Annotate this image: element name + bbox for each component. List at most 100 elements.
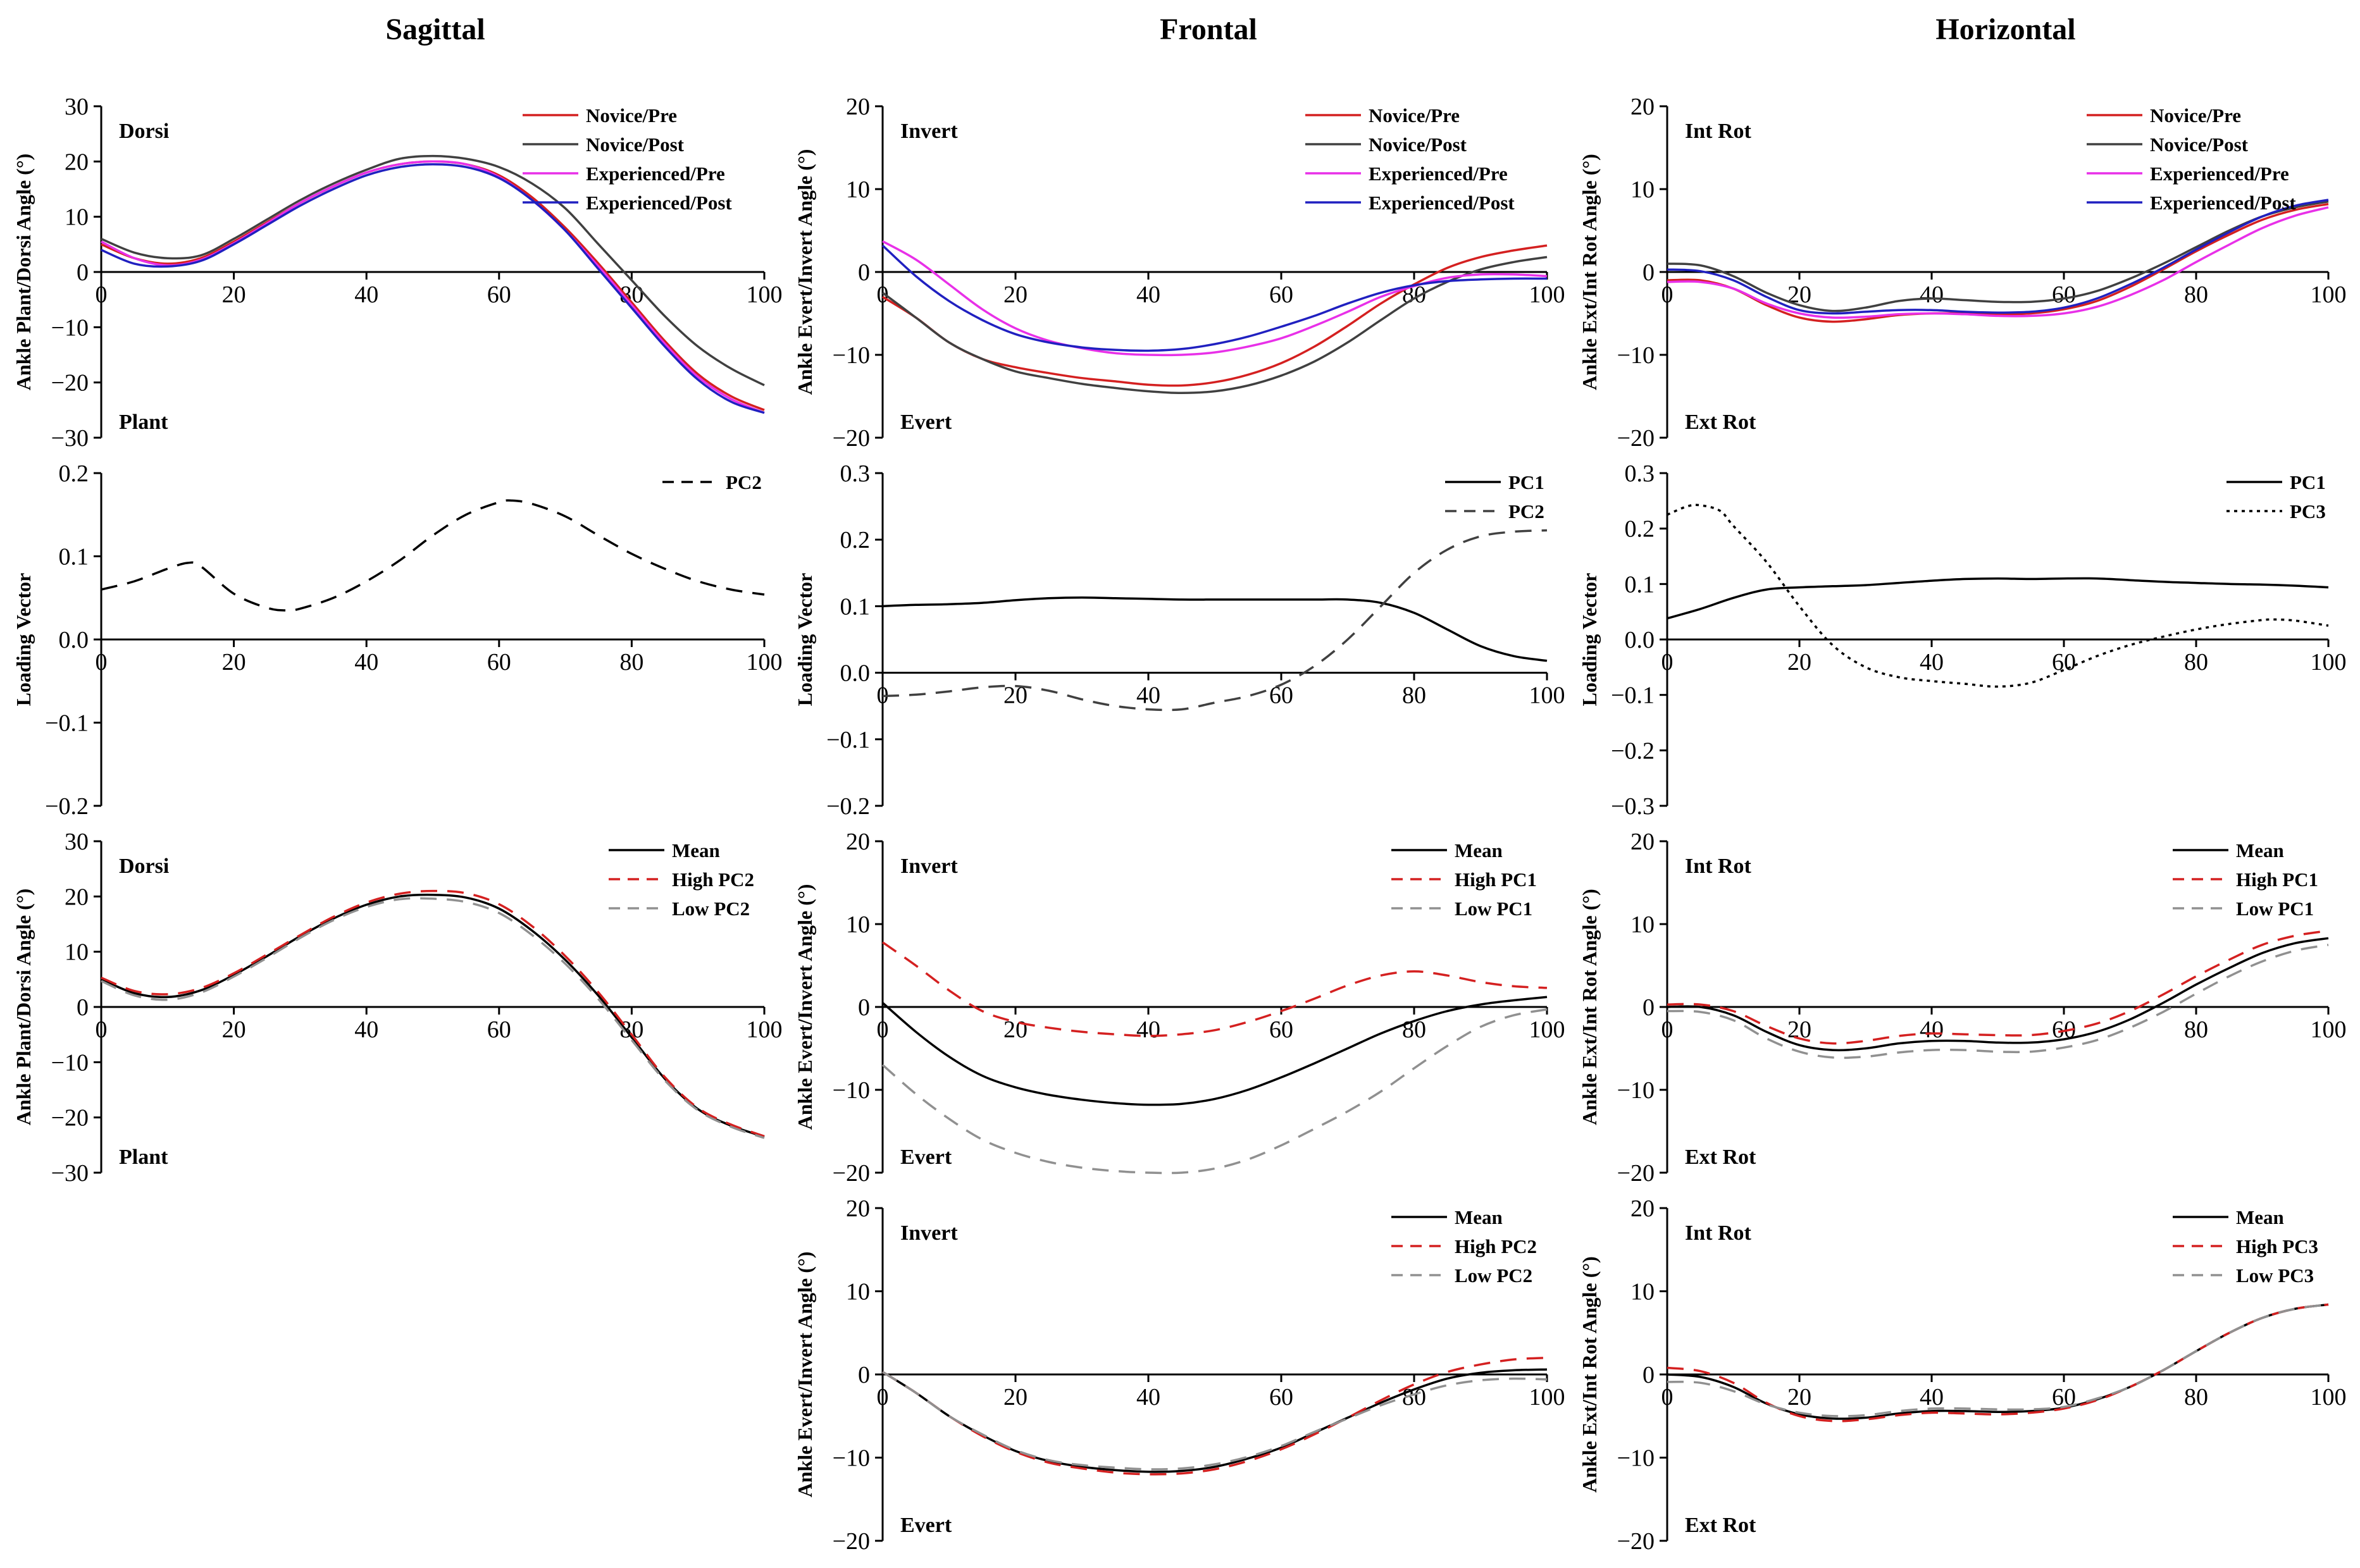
x-tick-label: 60 [2052, 649, 2076, 676]
y-tick-label: 20 [1630, 829, 1655, 855]
legend-label: Mean [672, 839, 720, 861]
legend-label: PC1 [1508, 471, 1544, 493]
series-line-experienced-post [1667, 199, 2329, 315]
legend-label: Novice/Post [2150, 133, 2249, 156]
x-tick-label: 80 [2184, 1016, 2208, 1043]
annotation-bottom: Plant [119, 411, 168, 434]
series-line-low-pc2 [101, 897, 765, 1139]
y-tick-label: −20 [1617, 425, 1655, 452]
y-tick-label: −10 [833, 1445, 870, 1472]
series-line-mean [882, 1368, 1548, 1473]
y-tick-label: 0 [858, 994, 870, 1021]
x-tick-label: 80 [2184, 649, 2208, 676]
y-tick-label: 20 [65, 149, 89, 175]
y-tick-label: 0.1 [1625, 571, 1655, 598]
y-axis-label: Loading Vector [1578, 573, 1601, 707]
legend: Novice/Pre Novice/Post Experienced/Pre Expe… [1305, 104, 1515, 214]
y-tick-label: 0.2 [840, 527, 871, 553]
x-tick-label: 20 [1003, 281, 1028, 308]
y-tick-label: −0.2 [1611, 738, 1655, 764]
x-tick-label: 80 [1402, 682, 1426, 709]
x-tick-label: 20 [1003, 1384, 1028, 1411]
x-tick-label: 40 [1920, 1384, 1944, 1411]
x-tick-label: 60 [1269, 1016, 1293, 1043]
x-tick-label: 100 [1529, 1016, 1565, 1043]
series-line-low-pc1 [881, 1008, 1548, 1175]
x-tick-label: 20 [222, 649, 246, 676]
x-tick-label: 0 [96, 649, 108, 676]
legend-label: Low PC1 [2236, 898, 2314, 920]
series-line-mean [101, 893, 765, 1138]
x-tick-label: 0 [877, 281, 889, 308]
series-line-pc3 [1667, 503, 2329, 688]
series-line-novice-post [101, 154, 765, 386]
y-tick-label: −20 [51, 1105, 89, 1132]
series-line-novice-pre [1667, 202, 2329, 323]
legend-label: Mean [1455, 1206, 1503, 1228]
y-tick-label: −20 [51, 370, 89, 397]
x-tick-label: 0 [877, 1384, 889, 1411]
y-tick-label: −10 [51, 314, 89, 341]
legend: Mean High PC2 Low PC2 [1391, 1206, 1537, 1287]
series-line-high-pc1 [1667, 929, 2329, 1045]
annotation-top: Int Rot [1685, 1221, 1752, 1245]
y-tick-label: −10 [1617, 1445, 1655, 1472]
x-tick-label: 40 [1920, 281, 1944, 308]
y-tick-label: 0 [77, 994, 89, 1021]
legend-label: Experienced/Post [2150, 192, 2296, 214]
y-axis-label: Ankle Evert/Invert Angle (°) [793, 149, 816, 395]
series-line-mean [881, 996, 1548, 1106]
annotation-top: Dorsi [119, 120, 169, 143]
x-tick-label: 0 [877, 1016, 889, 1043]
legend-label: Experienced/Pre [2150, 163, 2289, 185]
x-tick-label: 100 [2311, 1384, 2347, 1411]
legend-label: High PC2 [672, 868, 754, 891]
y-tick-label: 10 [1630, 911, 1655, 938]
series-line-experienced-post [881, 244, 1548, 352]
legend-label: Novice/Pre [1369, 104, 1460, 127]
x-tick-label: 40 [354, 649, 378, 676]
x-tick-label: 40 [1136, 281, 1160, 308]
x-tick-label: 0 [96, 281, 108, 308]
legend-label: Experienced/Pre [586, 163, 725, 185]
y-tick-label: 10 [65, 204, 89, 231]
series-line-low-pc2 [882, 1371, 1548, 1471]
y-axis-label: Loading Vector [793, 573, 816, 707]
x-tick-label: 100 [1529, 281, 1565, 308]
x-tick-label: 100 [1529, 682, 1565, 709]
legend-label: Novice/Post [586, 133, 685, 156]
legend: Novice/Pre Novice/Post Experienced/Pre Expe… [2087, 104, 2296, 214]
y-tick-label: 30 [65, 94, 89, 120]
annotation-top: Dorsi [119, 855, 169, 878]
annotation-bottom: Ext Rot [1685, 411, 1756, 434]
legend: Mean High PC3 Low PC3 [2173, 1206, 2318, 1287]
y-tick-label: −10 [833, 342, 870, 369]
y-tick-label: −0.3 [1611, 793, 1655, 820]
legend-label: Low PC2 [672, 898, 750, 920]
y-tick-label: 20 [65, 884, 89, 910]
y-axis-label: Ankle Plant/Dorsi Angle (°) [12, 889, 35, 1126]
legend: PC2 [662, 471, 762, 493]
series-line-pc1 [882, 596, 1548, 662]
y-tick-label: −0.1 [1611, 682, 1655, 709]
series-line-experienced-pre [882, 240, 1548, 357]
x-tick-label: 0 [1661, 281, 1674, 308]
x-tick-label: 20 [222, 281, 246, 308]
y-tick-label: 0.1 [840, 593, 871, 620]
annotation-bottom: Ext Rot [1685, 1145, 1756, 1169]
column-title-horizontal: Horizontal [1935, 13, 2075, 46]
x-tick-label: 40 [1920, 649, 1944, 676]
annotation-bottom: Evert [900, 1514, 952, 1537]
legend-label: PC2 [726, 471, 762, 493]
y-tick-label: 10 [65, 939, 89, 966]
x-tick-label: 100 [1529, 1384, 1565, 1411]
y-tick-label: −10 [833, 1077, 870, 1104]
y-tick-label: 0.0 [1625, 627, 1655, 653]
y-tick-label: 0.3 [840, 460, 871, 487]
